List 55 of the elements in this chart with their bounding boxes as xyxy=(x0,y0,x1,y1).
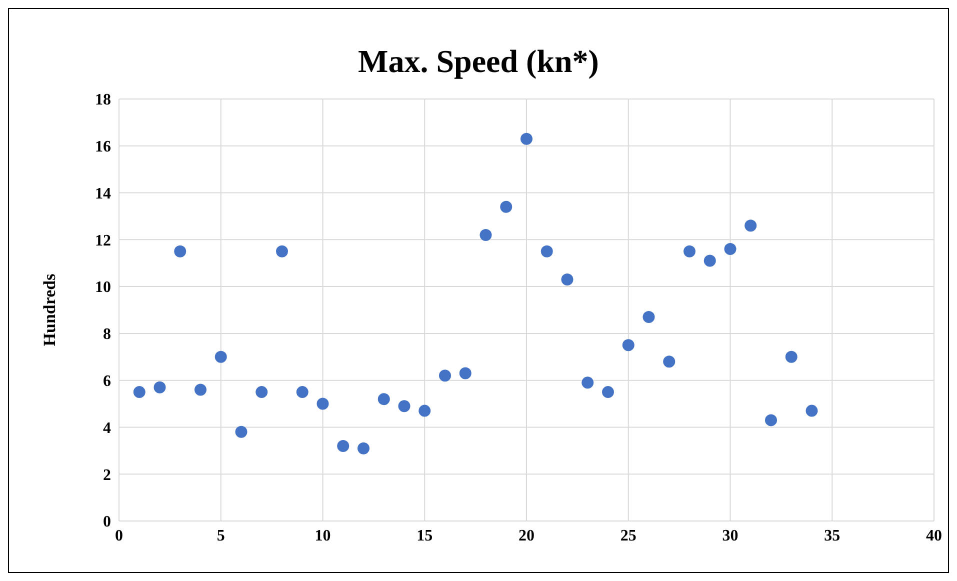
point xyxy=(194,384,206,396)
point xyxy=(642,311,655,324)
y-tick-label: 12 xyxy=(95,232,111,250)
point xyxy=(520,132,532,145)
chart-title: Max. Speed (kn*) xyxy=(357,43,600,81)
y-tick-label: 10 xyxy=(95,279,111,296)
x-tick-label: 25 xyxy=(620,527,636,544)
point xyxy=(174,245,186,258)
point xyxy=(398,400,410,412)
y-tick-label: 6 xyxy=(103,373,111,390)
x-tick-label: 35 xyxy=(824,527,840,544)
y-tick-label: 18 xyxy=(95,92,111,109)
point xyxy=(622,339,634,352)
point xyxy=(154,381,166,394)
y-tick-label: 8 xyxy=(103,326,111,344)
point xyxy=(765,414,777,426)
point xyxy=(806,404,818,417)
point xyxy=(133,386,146,398)
point xyxy=(439,370,451,382)
point xyxy=(744,220,757,232)
point xyxy=(418,404,431,417)
x-tick-label: 20 xyxy=(518,527,534,544)
point xyxy=(276,245,288,258)
point xyxy=(296,386,308,398)
point xyxy=(214,350,227,363)
point xyxy=(561,274,574,286)
y-tick-label: 0 xyxy=(103,514,111,531)
point xyxy=(459,367,472,380)
point xyxy=(540,245,553,258)
point xyxy=(684,245,696,258)
y-tick-label: 16 xyxy=(95,138,111,156)
x-tick-label: 0 xyxy=(115,527,123,544)
point xyxy=(704,254,716,267)
point xyxy=(663,356,676,368)
point xyxy=(582,376,594,389)
y-tick-label: 4 xyxy=(103,420,111,437)
x-tick-label: 5 xyxy=(216,527,225,544)
x-tick-label: 15 xyxy=(416,527,433,544)
point xyxy=(378,393,390,406)
x-tick-label: 10 xyxy=(314,527,331,544)
point xyxy=(500,200,512,213)
x-tick-label: 30 xyxy=(722,527,738,544)
point xyxy=(480,228,492,241)
point xyxy=(316,398,329,410)
y-tick-label: 2 xyxy=(103,466,111,484)
point xyxy=(358,442,370,454)
y-tick-label: 14 xyxy=(95,185,111,202)
point xyxy=(602,386,614,398)
y-axis-title: Hundreds xyxy=(40,273,60,346)
point xyxy=(724,243,736,256)
point xyxy=(785,350,798,363)
point xyxy=(337,440,350,452)
x-tick-label: 40 xyxy=(926,527,942,544)
point xyxy=(235,426,248,438)
point xyxy=(256,386,268,398)
